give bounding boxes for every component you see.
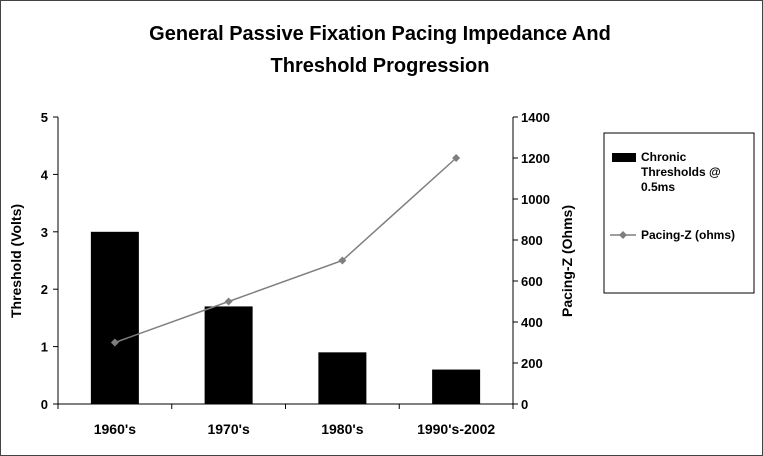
x-tick-label: 1960's: [94, 421, 136, 437]
pacing-z-point: [224, 297, 233, 306]
y-right-tick-label: 800: [521, 233, 543, 248]
legend-line-marker: [619, 231, 627, 239]
y-right-tick-label: 0: [521, 397, 528, 412]
y-left-axis-label: Threshold (Volts): [8, 204, 24, 318]
legend-bar-label-line-2: Thresholds @: [641, 165, 721, 179]
y-right-tick-label: 1000: [521, 192, 550, 207]
y-left-tick-label: 0: [41, 397, 48, 412]
legend-bar-swatch: [612, 153, 636, 162]
y-right-tick-label: 1400: [521, 110, 550, 125]
y-left-tick-label: 3: [41, 225, 48, 240]
legend-bar-label-line-3: 0.5ms: [641, 180, 675, 194]
pacing-z-point: [338, 256, 347, 265]
y-right-tick-label: 200: [521, 356, 543, 371]
y-right-axis-label: Pacing-Z (Ohms): [559, 205, 575, 317]
x-tick-label: 1970's: [207, 421, 249, 437]
bar: [90, 231, 139, 404]
chart-title-line-2: Threshold Progression: [271, 55, 490, 77]
pacing-z-point: [110, 338, 119, 347]
bar: [318, 352, 367, 404]
y-left-tick-label: 4: [41, 167, 49, 182]
bar: [204, 306, 253, 404]
x-tick-label: 1980's: [321, 421, 363, 437]
bar: [432, 369, 481, 404]
x-tick-label: 1990's-2002: [417, 421, 495, 437]
y-right-tick-label: 600: [521, 274, 543, 289]
pacing-z-line: [114, 157, 457, 344]
chart-title-line-1: General Passive Fixation Pacing Impedanc…: [149, 23, 611, 45]
y-left-tick-label: 5: [41, 110, 48, 125]
y-left-tick-label: 2: [41, 282, 48, 297]
pacing-z-point: [452, 154, 461, 162]
y-left-tick-label: 1: [41, 340, 48, 355]
legend-line-label: Pacing-Z (ohms): [641, 228, 735, 242]
y-right-tick-label: 1200: [521, 151, 550, 166]
legend-bar-label-line-1: Chronic: [641, 150, 687, 164]
y-right-tick-label: 400: [521, 315, 543, 330]
